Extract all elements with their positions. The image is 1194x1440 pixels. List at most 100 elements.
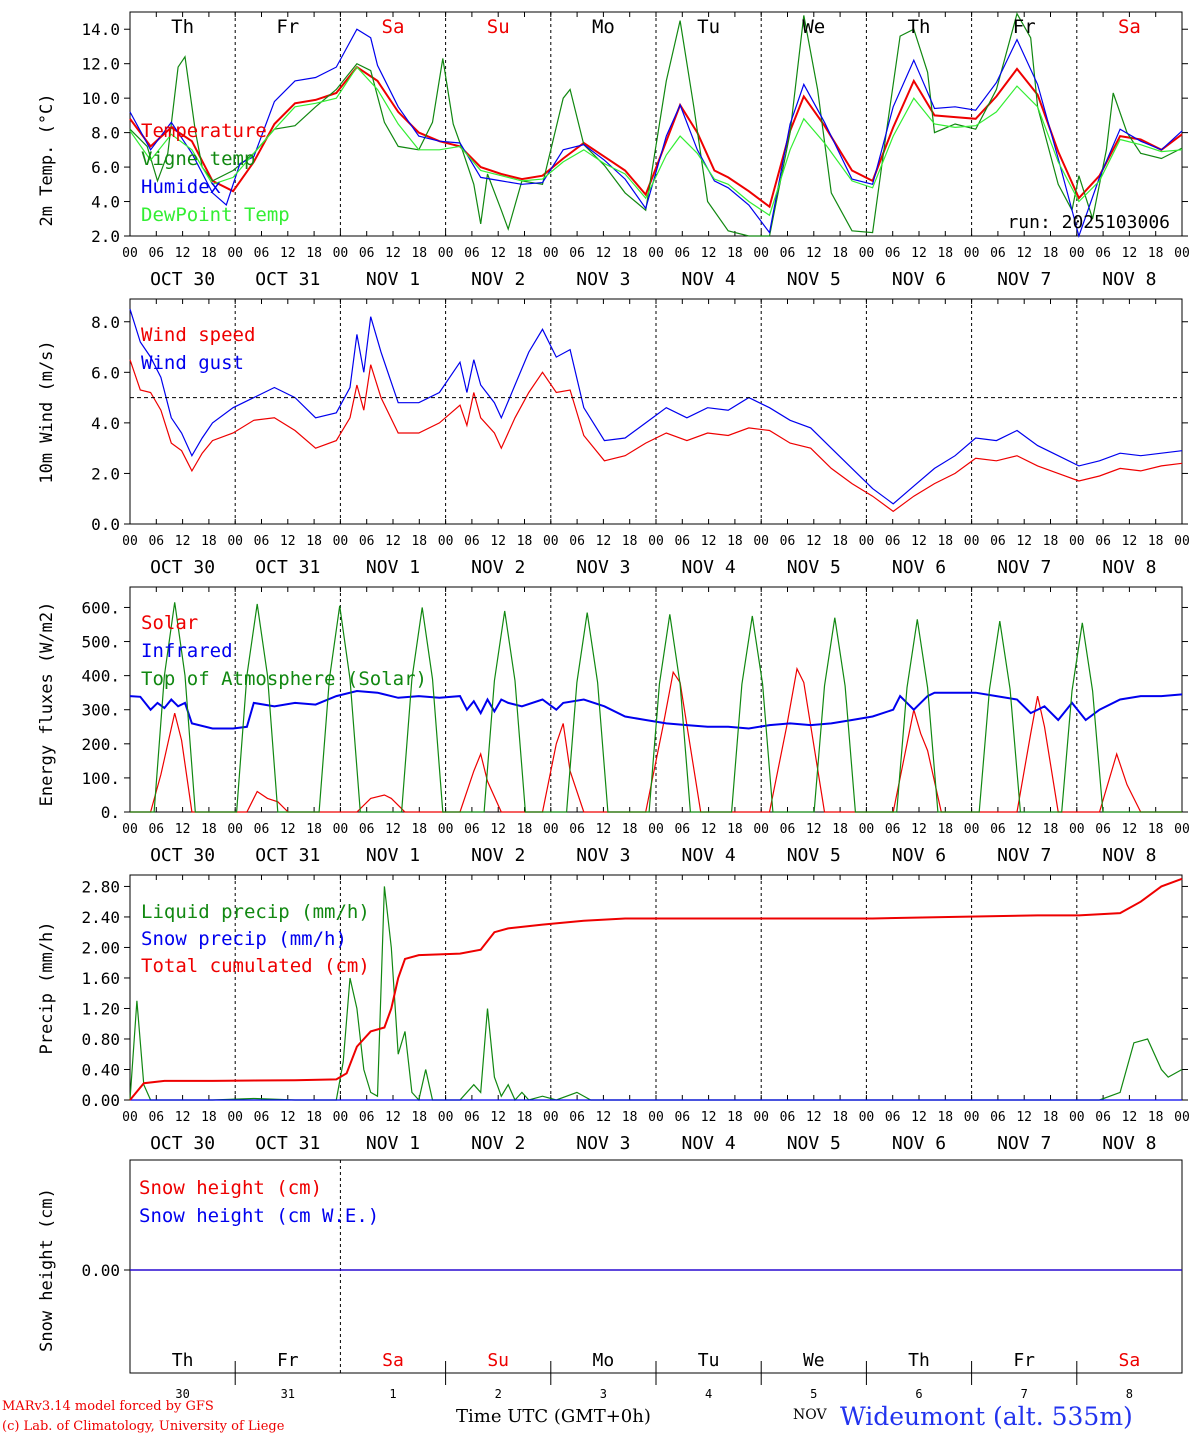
series-line-wind-speed <box>129 359 1183 513</box>
series-line-vigne-temp <box>129 12 1183 237</box>
hour-tick-label: 00 <box>122 534 138 549</box>
legend-top-of-atmosphere-solar-: Top of Atmosphere (Solar) <box>141 668 427 690</box>
y-tick-label: 6.0 <box>91 363 120 382</box>
bottom-day-of-week-label: Tu <box>698 1350 720 1371</box>
hour-tick-label: 18 <box>306 246 322 261</box>
bottom-day-number-label: 6 <box>915 1387 922 1401</box>
date-label: OCT 31 <box>255 845 320 866</box>
date-label: NOV 1 <box>366 845 420 866</box>
legend-liquid-precip-mm-h-: Liquid precip (mm/h) <box>141 901 370 923</box>
hour-tick-label: 06 <box>254 822 270 837</box>
hour-tick-label: 12 <box>701 1110 717 1125</box>
legend-solar: Solar <box>141 612 198 634</box>
hour-tick-label: 00 <box>122 822 138 837</box>
series-line-wind-gust <box>129 308 1183 505</box>
hour-tick-label: 18 <box>622 822 638 837</box>
y-tick-label: 300. <box>81 701 120 720</box>
hour-tick-label: 00 <box>227 1110 243 1125</box>
y-tick-label: 400. <box>81 667 120 686</box>
hour-tick-label: 06 <box>464 534 480 549</box>
hour-tick-label: 18 <box>411 822 427 837</box>
hour-tick-label: 00 <box>648 534 664 549</box>
hour-tick-label: 06 <box>359 246 375 261</box>
y-tick-label: 0.80 <box>81 1030 120 1049</box>
hour-tick-label: 00 <box>543 534 559 549</box>
hour-tick-label: 00 <box>1069 534 1085 549</box>
hour-tick-label: 06 <box>1095 1110 1111 1125</box>
date-label: NOV 8 <box>1102 1133 1156 1154</box>
hour-tick-label: 12 <box>175 1110 191 1125</box>
hour-tick-label: 12 <box>806 534 822 549</box>
legend-infrared: Infrared <box>141 640 233 662</box>
hour-tick-label: 18 <box>832 822 848 837</box>
hour-tick-label: 18 <box>306 534 322 549</box>
hour-tick-label: 06 <box>885 822 901 837</box>
date-label: NOV 6 <box>892 557 946 578</box>
hour-tick-label: 12 <box>175 534 191 549</box>
hour-tick-label: 12 <box>701 246 717 261</box>
bottom-day-of-week-label: Th <box>908 1350 930 1371</box>
hour-tick-label: 00 <box>1069 822 1085 837</box>
hour-tick-label: 12 <box>596 1110 612 1125</box>
series-line-top-of-atmosphere-solar- <box>130 602 1182 813</box>
y-tick-label: 1.60 <box>81 969 120 988</box>
hour-tick-label: 18 <box>832 534 848 549</box>
date-label: NOV 3 <box>576 1133 630 1154</box>
bottom-day-number-label: 7 <box>1021 1387 1028 1401</box>
date-label: NOV 7 <box>997 269 1051 290</box>
hour-tick-label: 18 <box>622 534 638 549</box>
hour-tick-label: 00 <box>859 822 875 837</box>
hour-tick-label: 00 <box>648 822 664 837</box>
date-label: NOV 3 <box>576 269 630 290</box>
bottom-day-of-week-label: Sa <box>382 1350 404 1371</box>
hour-tick-label: 00 <box>964 534 980 549</box>
date-label: NOV 4 <box>682 269 736 290</box>
bottom-month-label: NOV <box>793 1407 827 1423</box>
legend-vigne-temp: Vigne temp <box>141 148 255 170</box>
y-tick-label: 0. <box>101 803 120 822</box>
legend-wind-gust: Wind gust <box>141 352 244 374</box>
hour-tick-label: 18 <box>1043 1110 1059 1125</box>
hour-tick-label: 00 <box>648 1110 664 1125</box>
date-label: NOV 8 <box>1102 269 1156 290</box>
date-label: NOV 2 <box>471 269 525 290</box>
hour-tick-label: 00 <box>438 1110 454 1125</box>
hour-tick-label: 18 <box>411 1110 427 1125</box>
hour-tick-label: 12 <box>280 246 296 261</box>
hour-tick-label: 00 <box>753 534 769 549</box>
panel-frame <box>129 298 1183 525</box>
bottom-day-number-label: 1 <box>389 1387 396 1401</box>
series-line-dewpoint-temp <box>129 66 1183 217</box>
date-label: NOV 7 <box>997 557 1051 578</box>
hour-tick-label: 06 <box>1095 246 1111 261</box>
hour-tick-label: 06 <box>148 246 164 261</box>
hour-tick-label: 06 <box>569 822 585 837</box>
bottom-day-of-week-label: We <box>803 1350 825 1371</box>
bottom-day-number-label: 8 <box>1126 1387 1133 1401</box>
hour-tick-label: 00 <box>333 822 349 837</box>
y-axis-title: 10m Wind (m/s) <box>37 340 57 483</box>
hour-tick-label: 06 <box>359 822 375 837</box>
date-label: OCT 31 <box>255 1133 320 1154</box>
day-of-week-label: Fr <box>1013 16 1036 38</box>
legend-dewpoint-temp: DewPoint Temp <box>141 204 290 226</box>
hour-tick-label: 06 <box>674 246 690 261</box>
date-label: OCT 30 <box>150 845 215 866</box>
hour-tick-label: 00 <box>859 1110 875 1125</box>
series-line-humidex <box>129 28 1183 239</box>
y-tick-label: 600. <box>81 598 120 617</box>
station-label: Wideumont (alt. 535m) <box>840 1402 1133 1431</box>
hour-tick-label: 12 <box>596 246 612 261</box>
y-tick-label: 0.0 <box>91 515 120 534</box>
hour-tick-label: 12 <box>701 534 717 549</box>
hour-tick-label: 00 <box>964 822 980 837</box>
bottom-day-number-label: 5 <box>810 1387 817 1401</box>
hour-tick-label: 06 <box>674 1110 690 1125</box>
hour-tick-label: 18 <box>201 822 217 837</box>
hour-tick-label: 00 <box>1174 246 1190 261</box>
hour-tick-label: 06 <box>569 534 585 549</box>
y-axis-title: 2m Temp. (°C) <box>37 93 57 226</box>
date-label: OCT 30 <box>150 269 215 290</box>
date-label: NOV 5 <box>787 845 841 866</box>
